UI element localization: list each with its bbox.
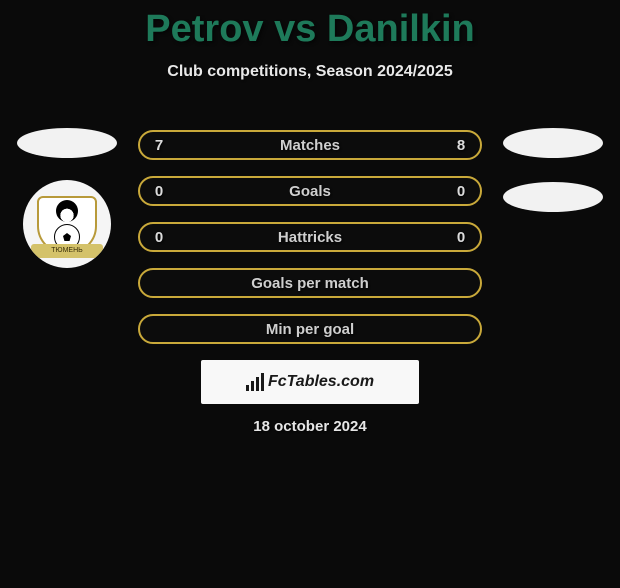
club-badge: ТЮМЕНЬ — [23, 180, 111, 268]
stat-left-value: 0 — [152, 229, 166, 246]
stat-row-mpg: Min per goal — [138, 314, 482, 344]
player2-placeholder — [503, 128, 603, 158]
stat-label: Min per goal — [266, 321, 354, 338]
footer-date: 18 october 2024 — [0, 418, 620, 435]
right-column — [498, 128, 608, 212]
stat-row-matches: 7 Matches 8 — [138, 130, 482, 160]
stats-table: 7 Matches 8 0 Goals 0 0 Hattricks 0 Goal… — [138, 130, 482, 360]
footer-brand-text: FcTables.com — [268, 373, 374, 391]
stat-row-hattricks: 0 Hattricks 0 — [138, 222, 482, 252]
bar — [261, 373, 264, 391]
stat-label: Goals per match — [251, 275, 369, 292]
flame-icon — [56, 200, 78, 222]
stat-label: Hattricks — [278, 229, 342, 246]
stat-row-gpm: Goals per match — [138, 268, 482, 298]
bars-icon — [246, 373, 264, 391]
stat-label: Goals — [289, 183, 331, 200]
bar — [246, 385, 249, 391]
player1-placeholder — [17, 128, 117, 158]
footer-brand-box: FcTables.com — [201, 360, 419, 404]
stat-right-value: 0 — [454, 183, 468, 200]
club2-placeholder — [503, 182, 603, 212]
stat-left-value: 7 — [152, 137, 166, 154]
subtitle: Club competitions, Season 2024/2025 — [0, 63, 620, 81]
badge-banner: ТЮМЕНЬ — [31, 244, 103, 258]
stat-right-value: 8 — [454, 137, 468, 154]
bar — [256, 377, 259, 391]
stat-right-value: 0 — [454, 229, 468, 246]
left-column: ТЮМЕНЬ — [12, 128, 122, 268]
bar — [251, 381, 254, 391]
stat-label: Matches — [280, 137, 340, 154]
page-title: Petrov vs Danilkin — [0, 8, 620, 51]
stat-left-value: 0 — [152, 183, 166, 200]
stat-row-goals: 0 Goals 0 — [138, 176, 482, 206]
